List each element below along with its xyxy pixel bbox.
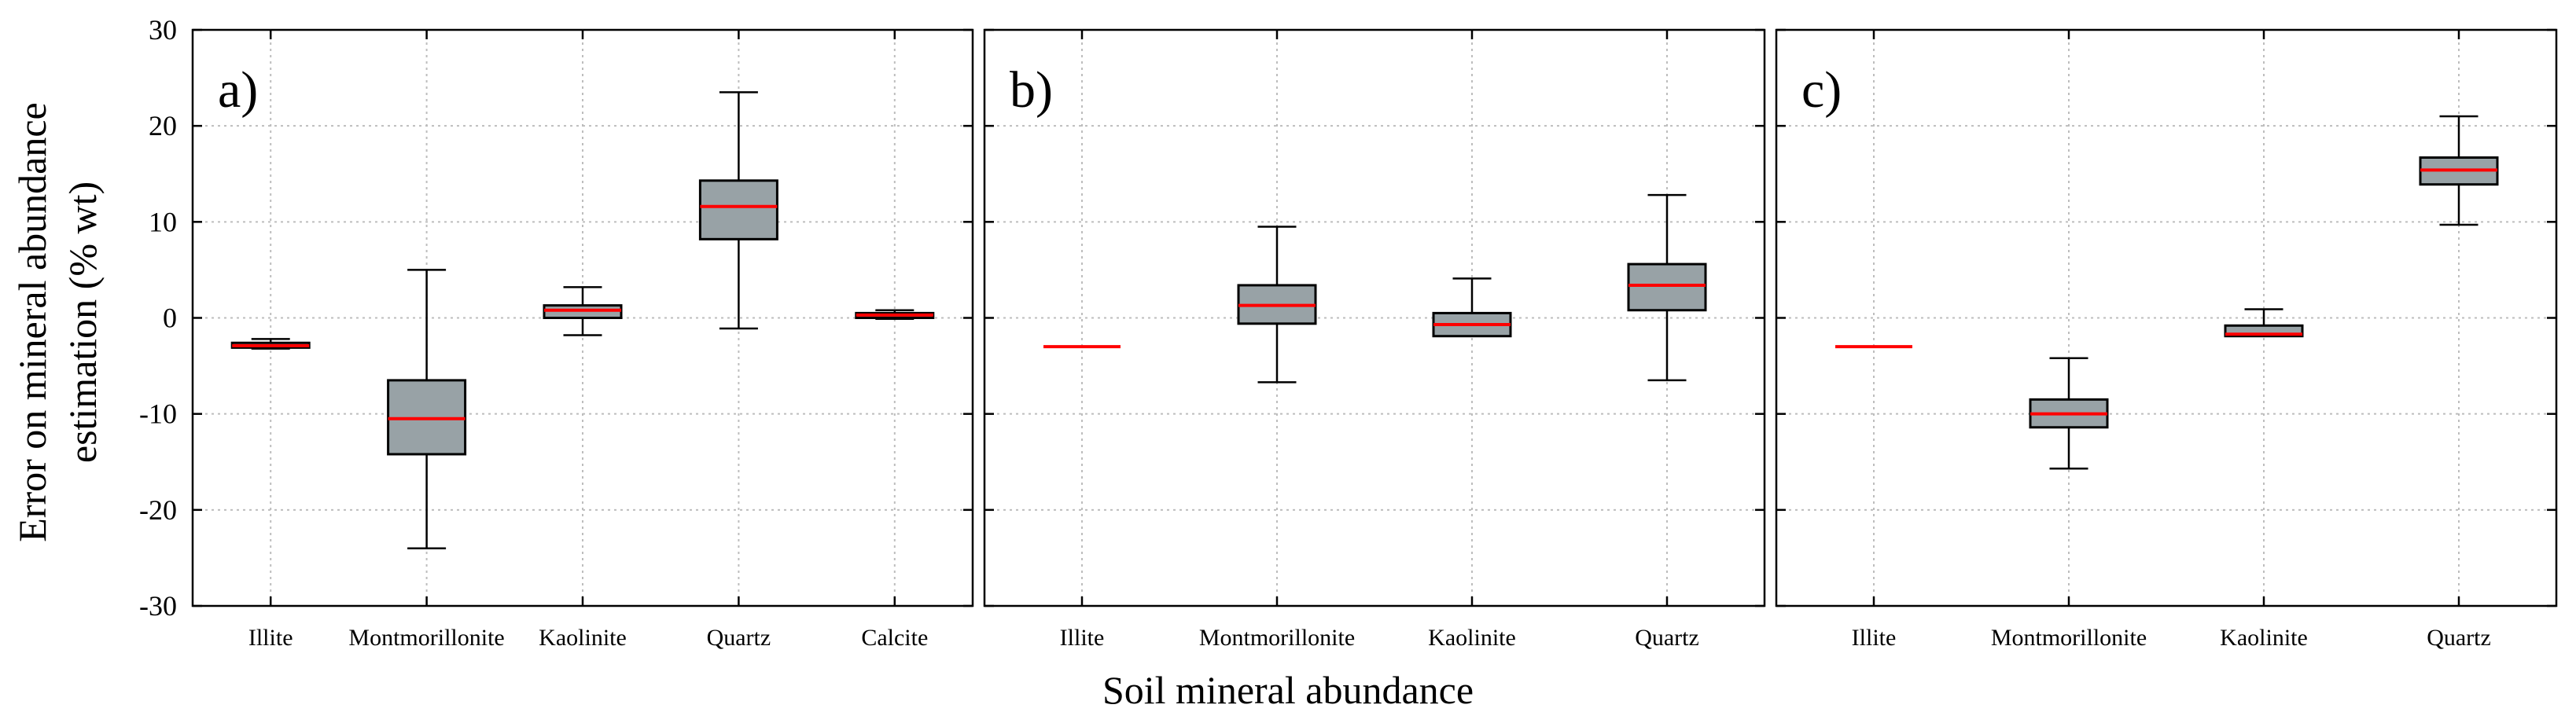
x-tick-label-illite: Illite bbox=[1060, 625, 1105, 651]
box-illite bbox=[230, 338, 311, 350]
x-tick-label-quartz: Quartz bbox=[1635, 625, 1699, 651]
panels: -30 -20 -10 0 10 20 30 Illite Montmorillonite Kao… bbox=[139, 14, 2558, 651]
y-tick-label: 10 bbox=[149, 206, 177, 237]
box-iqr bbox=[1627, 262, 1707, 312]
y-tick-label: -30 bbox=[139, 590, 177, 622]
x-axis-title: Soil mineral abundance bbox=[1102, 668, 1474, 712]
panel-1: -30 -20 -10 0 10 20 30 Illite Montmorillonite Kao… bbox=[139, 14, 974, 651]
box-iqr bbox=[698, 179, 778, 240]
x-tick-label-montmorillonite: Montmorillonite bbox=[1991, 625, 2147, 651]
box-kaolinite bbox=[543, 286, 623, 336]
x-tick-label-kaolinite: Kaolinite bbox=[2220, 625, 2308, 651]
y-axis-title-line1: Error on mineral abundance bbox=[10, 102, 54, 541]
box-montmorillonite bbox=[2029, 357, 2109, 470]
x-tick-label-quartz: Quartz bbox=[2427, 625, 2491, 651]
box-montmorillonite bbox=[387, 269, 467, 549]
box-kaolinite bbox=[2224, 308, 2304, 338]
x-tick-label-kaolinite: Kaolinite bbox=[1428, 625, 1516, 651]
panel-label: a) bbox=[218, 61, 258, 119]
x-tick-label-montmorillonite: Montmorillonite bbox=[348, 625, 504, 651]
box-quartz bbox=[2419, 115, 2499, 226]
box-quartz bbox=[698, 91, 778, 330]
panel-2: Illite Montmorillonite Kaolinite Quartz b) bbox=[983, 28, 1766, 651]
x-tick-label-calcite: Calcite bbox=[861, 625, 928, 651]
x-tick-label-quartz: Quartz bbox=[707, 625, 771, 651]
panel-label: c) bbox=[1801, 61, 1842, 119]
y-tick-label: -20 bbox=[139, 494, 177, 526]
y-tick-label: 30 bbox=[149, 14, 177, 46]
x-tick-label-illite: Illite bbox=[1852, 625, 1897, 651]
y-tick-label: -10 bbox=[139, 398, 177, 430]
x-tick-label-illite: Illite bbox=[248, 625, 293, 651]
x-tick-label-montmorillonite: Montmorillonite bbox=[1199, 625, 1355, 651]
y-tick-label: 0 bbox=[163, 303, 177, 334]
box-calcite bbox=[855, 309, 935, 320]
box-montmorillonite bbox=[1237, 226, 1317, 384]
y-axis-title-line2: estimation (% wt) bbox=[61, 182, 105, 463]
panel-3: Illite Montmorillonite Kaolinite Quartz c) bbox=[1775, 28, 2558, 651]
box-kaolinite bbox=[1432, 277, 1512, 338]
box-quartz bbox=[1627, 193, 1707, 382]
x-tick-label-kaolinite: Kaolinite bbox=[539, 625, 627, 651]
y-tick-label: 20 bbox=[149, 110, 177, 141]
panel-label: b) bbox=[1010, 61, 1053, 119]
